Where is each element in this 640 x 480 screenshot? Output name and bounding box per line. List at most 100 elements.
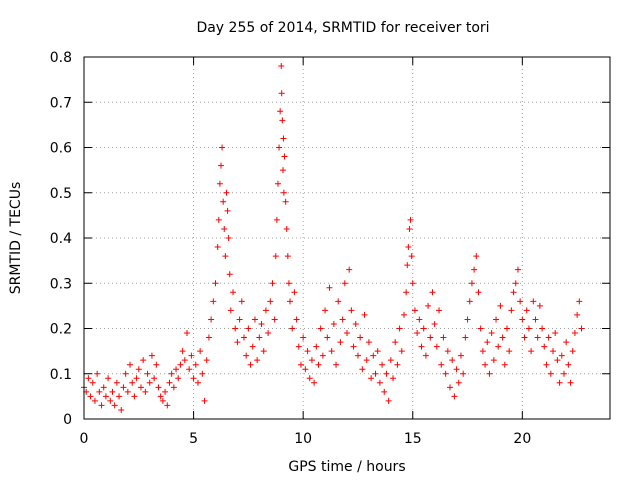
data-point bbox=[576, 298, 583, 305]
data-point bbox=[560, 370, 567, 377]
data-point bbox=[400, 311, 407, 318]
data-point bbox=[232, 325, 239, 332]
data-point bbox=[440, 334, 447, 341]
data-point bbox=[170, 384, 177, 391]
data-point bbox=[411, 307, 418, 314]
data-point bbox=[486, 370, 493, 377]
data-point bbox=[164, 402, 171, 409]
data-point bbox=[517, 298, 524, 305]
data-point bbox=[514, 266, 521, 273]
data-point bbox=[203, 357, 210, 364]
data-point bbox=[291, 289, 298, 296]
data-point bbox=[497, 302, 504, 309]
data-point bbox=[166, 379, 173, 386]
data-point bbox=[262, 307, 269, 314]
data-point bbox=[192, 361, 199, 368]
data-point bbox=[569, 348, 576, 355]
data-point bbox=[238, 298, 245, 305]
data-point bbox=[394, 361, 401, 368]
y-tick-label: 0.6 bbox=[50, 141, 72, 157]
data-point bbox=[429, 289, 436, 296]
data-point bbox=[225, 235, 232, 241]
data-point bbox=[427, 334, 434, 341]
data-point bbox=[186, 366, 193, 373]
data-point bbox=[499, 334, 506, 341]
data-point bbox=[406, 225, 413, 232]
data-point bbox=[122, 370, 129, 377]
data-point bbox=[451, 393, 458, 400]
data-point bbox=[221, 225, 228, 232]
data-point bbox=[87, 393, 94, 400]
data-point bbox=[284, 253, 291, 260]
y-tick-label: 0.5 bbox=[50, 186, 72, 202]
data-point bbox=[277, 108, 284, 115]
data-point bbox=[129, 379, 136, 386]
data-point bbox=[379, 361, 386, 368]
data-point bbox=[453, 366, 460, 373]
x-tick-label: 10 bbox=[294, 431, 312, 447]
data-point bbox=[159, 397, 166, 404]
data-point bbox=[319, 352, 326, 359]
data-point bbox=[398, 348, 405, 355]
data-point bbox=[247, 361, 254, 368]
data-point bbox=[322, 307, 329, 314]
plot-frame bbox=[83, 56, 611, 420]
data-point bbox=[501, 361, 508, 368]
data-point bbox=[240, 334, 247, 341]
y-axis: 0 0.1 0.2 0.3 0.4 0.5 0.6 0.7 0.8 bbox=[50, 50, 610, 428]
data-point bbox=[111, 402, 118, 409]
data-point bbox=[254, 357, 261, 364]
data-point bbox=[269, 280, 276, 287]
data-point bbox=[201, 397, 208, 404]
data-point bbox=[205, 334, 212, 341]
data-point bbox=[418, 343, 425, 350]
data-point bbox=[344, 330, 350, 337]
data-point bbox=[479, 348, 486, 355]
data-point bbox=[274, 180, 281, 187]
data-point bbox=[519, 316, 526, 323]
data-point bbox=[177, 361, 184, 368]
data-point bbox=[495, 343, 502, 350]
data-point bbox=[280, 167, 287, 174]
data-point bbox=[199, 370, 206, 377]
data-point bbox=[523, 307, 530, 314]
data-point bbox=[475, 289, 482, 296]
data-point bbox=[89, 379, 96, 386]
data-point bbox=[281, 153, 288, 160]
data-point bbox=[374, 348, 381, 355]
data-point bbox=[473, 253, 480, 260]
data-point bbox=[550, 348, 557, 355]
data-point bbox=[482, 361, 489, 368]
data-point bbox=[455, 379, 462, 386]
data-point bbox=[392, 339, 399, 346]
data-point bbox=[293, 316, 300, 323]
data-point bbox=[414, 330, 421, 337]
data-point bbox=[464, 316, 471, 323]
data-point bbox=[131, 393, 138, 400]
data-point bbox=[387, 357, 394, 364]
data-point bbox=[330, 320, 337, 327]
data-point bbox=[151, 375, 158, 382]
data-point bbox=[116, 393, 123, 400]
data-point bbox=[148, 352, 155, 359]
data-point bbox=[251, 316, 258, 323]
data-point bbox=[547, 370, 554, 377]
data-point bbox=[243, 352, 250, 359]
data-point bbox=[208, 316, 215, 323]
data-point bbox=[282, 198, 289, 205]
data-point bbox=[541, 343, 548, 350]
data-point bbox=[574, 311, 581, 318]
data-point bbox=[326, 284, 333, 291]
data-point bbox=[536, 302, 543, 309]
data-point bbox=[220, 198, 227, 205]
data-point bbox=[219, 144, 226, 151]
data-point bbox=[565, 361, 572, 368]
data-point bbox=[226, 271, 233, 278]
data-point bbox=[525, 325, 532, 332]
data-point bbox=[490, 357, 497, 364]
data-point bbox=[333, 361, 340, 368]
data-point bbox=[407, 216, 414, 223]
data-point bbox=[425, 302, 432, 309]
data-point bbox=[390, 375, 397, 382]
